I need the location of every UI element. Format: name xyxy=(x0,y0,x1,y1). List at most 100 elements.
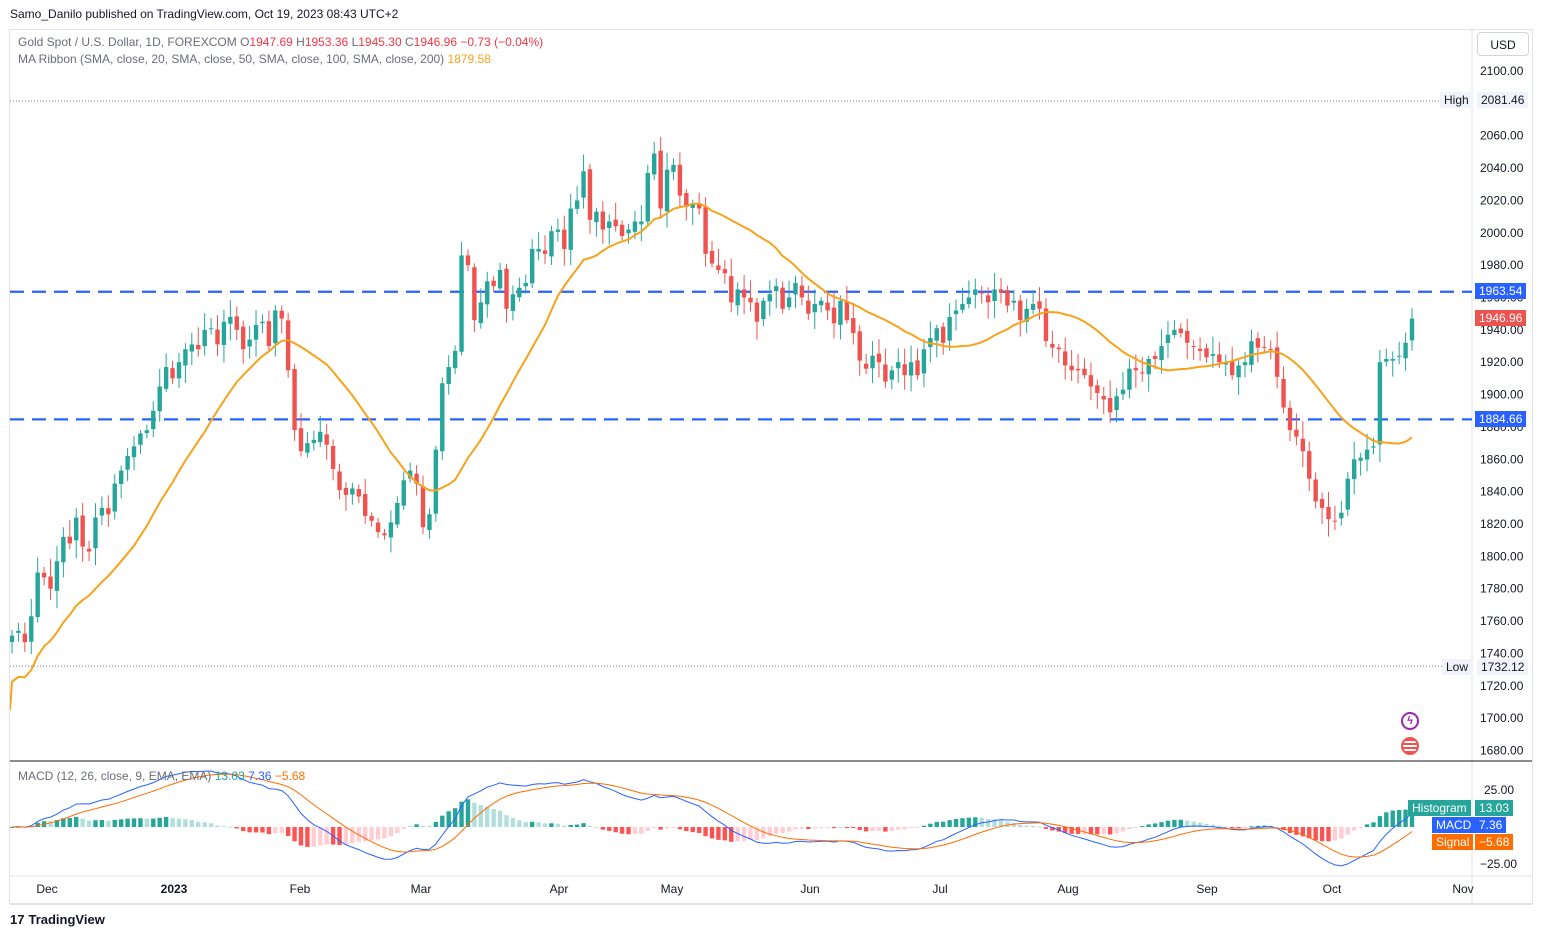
macd-histogram-bar xyxy=(491,808,496,827)
ma-ribbon-value: 1879.58 xyxy=(447,52,491,66)
candle xyxy=(196,344,201,350)
candle xyxy=(722,269,728,274)
symbol-legend[interactable]: Gold Spot / U.S. Dollar, 1D, FOREXCOM O1… xyxy=(18,35,543,49)
macd-histogram-bar xyxy=(151,818,156,827)
candle xyxy=(1377,362,1383,445)
macd-histogram-bar xyxy=(1172,819,1177,827)
macd-histogram-bar xyxy=(1371,822,1376,827)
macd-histogram-bar xyxy=(138,818,143,827)
candle xyxy=(812,303,817,313)
candle xyxy=(863,363,869,369)
currency-button[interactable]: USD xyxy=(1477,32,1529,56)
candle xyxy=(48,576,53,589)
macd-histogram-bar xyxy=(472,802,477,827)
low-value: 1945.30 xyxy=(358,35,402,49)
candle xyxy=(844,301,850,321)
high-tag-value: 2081.46 xyxy=(1477,92,1529,108)
lightning-icon[interactable]: ϟ xyxy=(1401,712,1419,730)
candle xyxy=(1352,459,1357,480)
y-tick-label: 1980.00 xyxy=(1480,258,1524,272)
candle xyxy=(1371,446,1376,448)
tradingview-logo[interactable]: 17 TradingView xyxy=(10,912,105,927)
macd-histogram-bar xyxy=(863,827,869,832)
macd-histogram-bar xyxy=(960,818,965,827)
candle xyxy=(228,316,233,324)
candle xyxy=(260,321,265,324)
macd-histogram-bar xyxy=(1159,822,1164,827)
candle xyxy=(1152,355,1158,359)
candle xyxy=(748,297,753,303)
candle xyxy=(600,211,606,230)
macd-histogram-bar xyxy=(407,825,413,827)
macd-histogram-bar xyxy=(1197,822,1203,827)
macd-histogram-bar xyxy=(857,827,862,830)
macd-histogram-bar xyxy=(908,827,914,828)
ma-ribbon-legend[interactable]: MA Ribbon (SMA, close, 20, SMA, close, 5… xyxy=(18,52,491,66)
macd-histogram-bar xyxy=(529,821,535,827)
macd-histogram-bar xyxy=(1050,827,1055,831)
macd-histogram-bar xyxy=(632,827,638,835)
macd-histogram-bar xyxy=(613,827,618,833)
current-price-tag: 1946.96 xyxy=(1475,310,1527,326)
macd-histogram-bar xyxy=(998,820,1004,827)
macd-histogram-bar xyxy=(1223,826,1228,828)
candle xyxy=(388,522,394,538)
macd-histogram-bar xyxy=(562,825,567,827)
macd-histogram-bar xyxy=(921,825,927,827)
macd-histogram-bar xyxy=(581,823,586,827)
candle xyxy=(979,292,984,294)
macd-histogram-bar xyxy=(1210,824,1216,827)
candle xyxy=(273,310,278,344)
candle xyxy=(144,430,150,434)
candle xyxy=(639,221,644,225)
macd-histogram-bar xyxy=(831,827,837,829)
candle xyxy=(549,231,554,257)
candle xyxy=(793,282,798,295)
candle xyxy=(125,456,130,470)
macd-histogram-bar xyxy=(754,827,760,841)
candle xyxy=(452,350,458,369)
candle xyxy=(311,439,317,444)
candle xyxy=(221,321,227,345)
candle xyxy=(1120,389,1126,395)
candle xyxy=(562,229,567,249)
macd-histogram-bar xyxy=(1140,826,1145,828)
x-tick-label: Aug xyxy=(1057,882,1078,896)
macd-histogram-bar xyxy=(1249,826,1254,828)
y-tick-label: 1820.00 xyxy=(1480,517,1524,531)
candle xyxy=(41,572,47,578)
macd-histogram-bar xyxy=(523,822,528,827)
candle xyxy=(1307,451,1312,479)
candle xyxy=(754,302,760,322)
macd-histogram-bar xyxy=(478,804,484,827)
us-flag-icon[interactable] xyxy=(1401,737,1419,755)
candle xyxy=(857,331,862,361)
macd-histogram-bar xyxy=(594,827,599,828)
candle xyxy=(138,433,143,445)
macd-histogram-bar xyxy=(883,827,888,832)
macd-histogram-bar xyxy=(1294,827,1299,835)
candle xyxy=(908,362,914,376)
candle xyxy=(29,616,34,642)
macd-histogram-bar xyxy=(1056,827,1061,832)
macd-legend-histogram: 13.03 xyxy=(214,769,245,783)
macd-histogram-bar xyxy=(696,827,702,834)
macd-histogram-bar xyxy=(388,827,394,837)
candle xyxy=(658,150,663,209)
x-tick-label: Jul xyxy=(932,882,947,896)
macd-histogram-bar xyxy=(1178,819,1184,827)
candle xyxy=(1095,385,1100,393)
macd-histogram-bar xyxy=(395,827,400,833)
macd-histogram-bar xyxy=(196,821,201,827)
macd-histogram-bar xyxy=(896,827,901,830)
candle xyxy=(619,224,625,237)
macd-histogram-bar xyxy=(940,821,946,827)
macd-legend[interactable]: MACD (12, 26, close, 9, EMA, EMA) 13.03 … xyxy=(18,769,305,783)
candle xyxy=(266,321,272,347)
candle xyxy=(684,193,689,207)
tradingview-brand: TradingView xyxy=(28,912,105,927)
macd-histogram-bar xyxy=(1088,827,1094,835)
candle xyxy=(1390,358,1395,361)
candle xyxy=(363,494,368,516)
